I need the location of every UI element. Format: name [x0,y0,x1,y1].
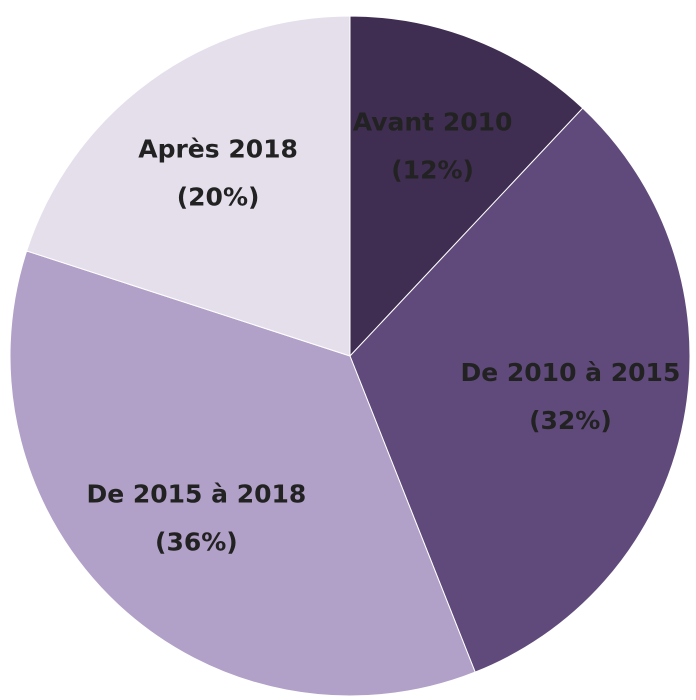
slice-label: Après 2018 [138,134,298,163]
slice-label: Avant 2010 [353,107,513,136]
slice-value-label: (12%) [391,155,474,184]
slice-value-label: (20%) [177,182,260,211]
slice-value-label: (36%) [155,528,238,557]
slice-label: De 2015 à 2018 [86,480,306,509]
pie-slice [349,15,584,358]
slice-value-label: (32%) [529,406,612,435]
pie-slice [26,15,351,357]
slice-label: De 2010 à 2015 [460,358,680,387]
pie-slice [9,250,476,697]
pie-slice [349,107,691,673]
